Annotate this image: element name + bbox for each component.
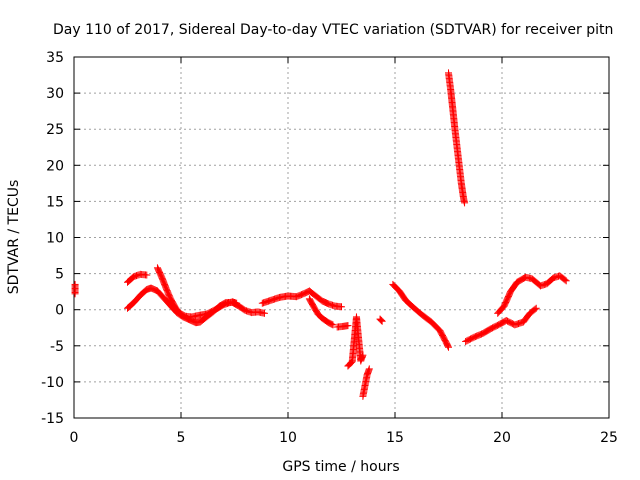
chart-title: Day 110 of 2017, Sidereal Day-to-day VTE… xyxy=(53,22,613,38)
data-point xyxy=(445,343,452,351)
data-point xyxy=(329,321,337,329)
x-tick-label: 0 xyxy=(70,430,79,446)
x-tick-label: 15 xyxy=(386,430,404,446)
x-tick-label: 20 xyxy=(493,430,511,446)
y-axis-label: SDTVAR / TECUs xyxy=(6,180,22,295)
x-tick-label: 10 xyxy=(279,430,297,446)
data-point xyxy=(359,351,367,359)
data-point xyxy=(531,305,539,313)
y-tick-label: 25 xyxy=(46,122,64,138)
data-point xyxy=(233,299,241,307)
x-tick-label: 25 xyxy=(600,430,618,446)
x-axis: 0 5 10 15 20 25 xyxy=(70,57,618,446)
data-point xyxy=(377,316,385,324)
data-point xyxy=(561,276,569,284)
y-tick-label: 0 xyxy=(55,303,64,319)
y-tick-label: -15 xyxy=(41,411,64,427)
x-tick-label: 5 xyxy=(177,430,186,446)
data-point xyxy=(71,290,79,298)
y-tick-label: 20 xyxy=(46,158,64,174)
y-tick-label: 10 xyxy=(46,231,64,247)
data-point xyxy=(344,322,352,330)
y-tick-label: 5 xyxy=(55,267,64,283)
y-tick-label: -10 xyxy=(41,375,64,391)
data-point xyxy=(143,271,151,279)
data-point xyxy=(461,199,469,207)
data-point xyxy=(444,342,452,350)
data-point xyxy=(532,304,540,312)
data-point xyxy=(377,317,385,325)
data-point xyxy=(365,365,373,373)
data-point xyxy=(260,309,268,317)
y-axis: -15 -10 -5 0 5 10 15 20 25 30 35 xyxy=(41,50,609,427)
x-axis-label: GPS time / hours xyxy=(282,459,399,475)
y-tick-label: 35 xyxy=(46,50,64,66)
data-point xyxy=(338,303,345,311)
data-points xyxy=(71,69,570,400)
data-point xyxy=(328,320,336,328)
y-tick-label: -5 xyxy=(50,339,64,355)
data-point xyxy=(562,277,570,285)
data-point xyxy=(378,317,386,325)
grid xyxy=(74,57,609,418)
y-tick-label: 15 xyxy=(46,194,64,210)
y-tick-label: 30 xyxy=(46,86,64,102)
